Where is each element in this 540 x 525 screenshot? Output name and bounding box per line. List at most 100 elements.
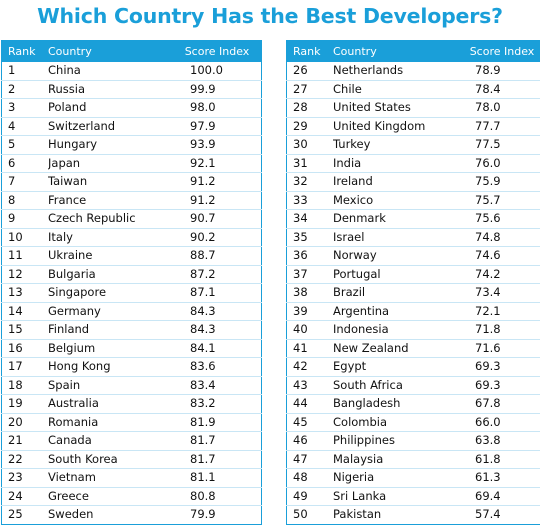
rank-cell: 48: [287, 469, 334, 488]
country-cell: Bangladesh: [333, 395, 458, 414]
rank-cell: 5: [2, 136, 49, 155]
score-cell: 84.3: [173, 321, 262, 340]
rank-cell: 44: [287, 395, 334, 414]
country-cell: Belgium: [48, 339, 173, 358]
rank-cell: 46: [287, 432, 334, 451]
rank-cell: 47: [287, 450, 334, 469]
rank-cell: 2: [2, 80, 49, 99]
country-cell: Greece: [48, 487, 173, 506]
score-cell: 83.6: [173, 358, 262, 377]
rank-cell: 23: [2, 469, 49, 488]
score-cell: 74.8: [458, 228, 540, 247]
country-cell: Czech Republic: [48, 210, 173, 229]
score-cell: 81.7: [173, 432, 262, 451]
score-cell: 81.7: [173, 450, 262, 469]
rank-cell: 37: [287, 265, 334, 284]
rank-cell: 16: [2, 339, 49, 358]
country-cell: France: [48, 191, 173, 210]
country-cell: Australia: [48, 395, 173, 414]
score-cell: 71.6: [458, 339, 540, 358]
country-cell: Argentina: [333, 302, 458, 321]
score-cell: 57.4: [458, 506, 540, 525]
country-cell: United States: [333, 99, 458, 118]
rank-cell: 9: [2, 210, 49, 229]
rank-cell: 27: [287, 80, 334, 99]
rank-cell: 22: [2, 450, 49, 469]
rank-cell: 28: [287, 99, 334, 118]
score-cell: 87.1: [173, 284, 262, 303]
rank-cell: 42: [287, 358, 334, 377]
country-cell: Romania: [48, 413, 173, 432]
score-cell: 61.3: [458, 469, 540, 488]
rank-cell: 30: [287, 136, 334, 155]
rank-cell: 3: [2, 99, 49, 118]
rank-cell: 15: [2, 321, 49, 340]
score-cell: 67.8: [458, 395, 540, 414]
rank-cell: 49: [287, 487, 334, 506]
rank-cell: 35: [287, 228, 334, 247]
rank-cell: 12: [2, 265, 49, 284]
score-cell: 91.2: [173, 173, 262, 192]
country-cell: Brazil: [333, 284, 458, 303]
country-column-header: Country: [48, 41, 173, 62]
country-cell: Ukraine: [48, 247, 173, 266]
country-cell: Hungary: [48, 136, 173, 155]
country-cell: South Korea: [48, 450, 173, 469]
country-cell: Poland: [48, 99, 173, 118]
country-cell: Turkey: [333, 136, 458, 155]
rank-cell: 34: [287, 210, 334, 229]
country-column-header: Country: [333, 41, 458, 62]
country-cell: New Zealand: [333, 339, 458, 358]
score-cell: 81.1: [173, 469, 262, 488]
rank-cell: 50: [287, 506, 334, 525]
rank-cell: 18: [2, 376, 49, 395]
country-cell: Switzerland: [48, 117, 173, 136]
country-cell: China: [48, 62, 173, 81]
score-cell: 80.8: [173, 487, 262, 506]
country-cell: United Kingdom: [333, 117, 458, 136]
rank-cell: 29: [287, 117, 334, 136]
country-cell: Nigeria: [333, 469, 458, 488]
score-cell: 75.7: [458, 191, 540, 210]
score-cell: 72.1: [458, 302, 540, 321]
score-cell: 69.4: [458, 487, 540, 506]
score-cell: 78.0: [458, 99, 540, 118]
score-cell: 79.9: [173, 506, 262, 525]
country-cell: Taiwan: [48, 173, 173, 192]
country-cell: South Africa: [333, 376, 458, 395]
country-cell: Israel: [333, 228, 458, 247]
score-column-header: Score Index: [458, 41, 540, 62]
score-cell: 73.4: [458, 284, 540, 303]
score-cell: 75.9: [458, 173, 540, 192]
score-cell: 98.0: [173, 99, 262, 118]
country-cell: Japan: [48, 154, 173, 173]
score-cell: 93.9: [173, 136, 262, 155]
score-cell: 100.0: [173, 62, 262, 81]
country-cell: Germany: [48, 302, 173, 321]
score-cell: 90.7: [173, 210, 262, 229]
rank-cell: 32: [287, 173, 334, 192]
